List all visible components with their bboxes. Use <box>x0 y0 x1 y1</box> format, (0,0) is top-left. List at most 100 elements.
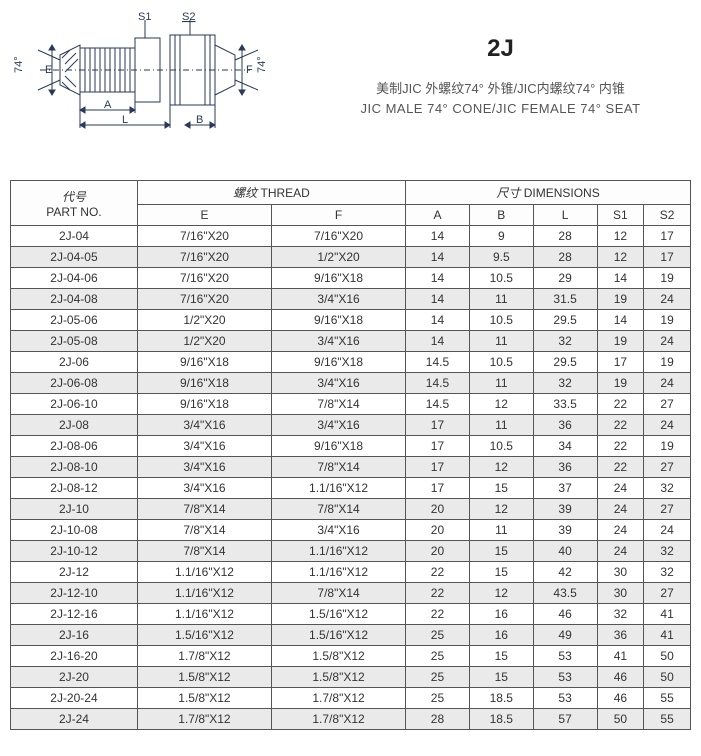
col-l: L <box>533 205 597 226</box>
table-row: 2J-04-087/16"X203/4"X16141131.51924 <box>11 289 691 310</box>
cell-b: 18.5 <box>469 688 533 709</box>
label-s2: S2 <box>182 11 195 23</box>
cell-e: 3/4"X16 <box>137 478 271 499</box>
cell-l: 29.5 <box>533 310 597 331</box>
cell-e: 7/8"X14 <box>137 499 271 520</box>
cell-pn: 2J-08-06 <box>11 436 138 457</box>
cell-a: 14 <box>406 268 470 289</box>
label-l: L <box>122 114 128 126</box>
cell-l: 39 <box>533 499 597 520</box>
table-row: 2J-05-081/2"X203/4"X161411321924 <box>11 331 691 352</box>
cell-s1: 46 <box>597 667 644 688</box>
cell-f: 7/16"X20 <box>272 226 406 247</box>
table-row: 2J-10-087/8"X143/4"X162011392424 <box>11 520 691 541</box>
cell-a: 17 <box>406 478 470 499</box>
col-f: F <box>272 205 406 226</box>
table-row: 2J-16-201.7/8"X121.5/8"X122515534150 <box>11 646 691 667</box>
table-row: 2J-161.5/16"X121.5/16"X122516493641 <box>11 625 691 646</box>
label-f: F <box>246 64 253 76</box>
cell-pn: 2J-08-10 <box>11 457 138 478</box>
cell-pn: 2J-24 <box>11 709 138 730</box>
cell-s2: 17 <box>644 226 691 247</box>
col-s2: S2 <box>644 205 691 226</box>
table-row: 2J-10-127/8"X141.1/16"X122015402432 <box>11 541 691 562</box>
cell-a: 22 <box>406 583 470 604</box>
cell-s2: 24 <box>644 289 691 310</box>
table-row: 2J-107/8"X147/8"X142012392427 <box>11 499 691 520</box>
cell-pn: 2J-10-08 <box>11 520 138 541</box>
cell-l: 53 <box>533 667 597 688</box>
cell-l: 34 <box>533 436 597 457</box>
cell-f: 9/16"X18 <box>272 436 406 457</box>
cell-e: 7/16"X20 <box>137 247 271 268</box>
cell-s2: 32 <box>644 562 691 583</box>
cell-b: 11 <box>469 373 533 394</box>
label-e: E <box>45 64 52 76</box>
cell-f: 7/8"X14 <box>272 499 406 520</box>
table-row: 2J-06-109/16"X187/8"X1414.51233.52227 <box>11 394 691 415</box>
cell-b: 12 <box>469 583 533 604</box>
cell-b: 11 <box>469 415 533 436</box>
table-body: 2J-047/16"X207/16"X201492812172J-04-057/… <box>11 226 691 730</box>
cell-l: 49 <box>533 625 597 646</box>
cell-pn: 2J-04 <box>11 226 138 247</box>
cell-b: 10.5 <box>469 436 533 457</box>
cell-s1: 12 <box>597 226 644 247</box>
cell-b: 12 <box>469 394 533 415</box>
cell-s1: 24 <box>597 520 644 541</box>
table-row: 2J-08-123/4"X161.1/16"X121715372432 <box>11 478 691 499</box>
cell-f: 3/4"X16 <box>272 331 406 352</box>
cell-s2: 41 <box>644 604 691 625</box>
cell-b: 15 <box>469 562 533 583</box>
cell-e: 9/16"X18 <box>137 394 271 415</box>
cell-a: 20 <box>406 520 470 541</box>
cell-l: 37 <box>533 478 597 499</box>
cell-pn: 2J-20 <box>11 667 138 688</box>
cell-b: 9.5 <box>469 247 533 268</box>
cell-pn: 2J-04-08 <box>11 289 138 310</box>
fitting-diagram-svg: S1 S2 74° 74° E F A L B <box>10 10 290 140</box>
cell-s2: 19 <box>644 310 691 331</box>
table-row: 2J-069/16"X189/16"X1814.510.529.51719 <box>11 352 691 373</box>
cell-f: 9/16"X18 <box>272 352 406 373</box>
cell-e: 1.1/16"X12 <box>137 583 271 604</box>
col-b: B <box>469 205 533 226</box>
cell-l: 28 <box>533 247 597 268</box>
cell-pn: 2J-05-08 <box>11 331 138 352</box>
cell-l: 29 <box>533 268 597 289</box>
cell-e: 1/2"X20 <box>137 331 271 352</box>
cell-l: 42 <box>533 562 597 583</box>
cell-l: 33.5 <box>533 394 597 415</box>
cell-a: 14 <box>406 226 470 247</box>
cell-e: 1.7/8"X12 <box>137 646 271 667</box>
cell-b: 15 <box>469 478 533 499</box>
cell-f: 1.1/16"X12 <box>272 541 406 562</box>
table-row: 2J-12-101.1/16"X127/8"X14221243.53027 <box>11 583 691 604</box>
cell-a: 17 <box>406 415 470 436</box>
table-row: 2J-201.5/8"X121.5/8"X122515534650 <box>11 667 691 688</box>
table-row: 2J-121.1/16"X121.1/16"X122215423032 <box>11 562 691 583</box>
cell-s1: 14 <box>597 310 644 331</box>
cell-pn: 2J-04-06 <box>11 268 138 289</box>
table-row: 2J-08-103/4"X167/8"X141712362227 <box>11 457 691 478</box>
cell-a: 28 <box>406 709 470 730</box>
cell-s2: 55 <box>644 688 691 709</box>
cell-b: 15 <box>469 667 533 688</box>
cell-s2: 27 <box>644 457 691 478</box>
table-row: 2J-04-067/16"X209/16"X181410.5291419 <box>11 268 691 289</box>
cell-a: 22 <box>406 562 470 583</box>
cell-e: 1.1/16"X12 <box>137 604 271 625</box>
cell-l: 32 <box>533 331 597 352</box>
cell-s1: 19 <box>597 289 644 310</box>
table-row: 2J-05-061/2"X209/16"X181410.529.51419 <box>11 310 691 331</box>
cell-s2: 19 <box>644 268 691 289</box>
cell-s2: 19 <box>644 352 691 373</box>
cell-pn: 2J-05-06 <box>11 310 138 331</box>
title-block: 2J 美制JIC 外螺纹74° 外锥/JIC内螺纹74° 内锥 JIC MALE… <box>290 35 691 116</box>
cell-e: 1.5/8"X12 <box>137 667 271 688</box>
cell-s2: 50 <box>644 667 691 688</box>
cell-l: 32 <box>533 373 597 394</box>
cell-s1: 19 <box>597 331 644 352</box>
cell-b: 16 <box>469 604 533 625</box>
subtitle-cn: 美制JIC 外螺纹74° 外锥/JIC内螺纹74° 内锥 <box>310 78 691 97</box>
